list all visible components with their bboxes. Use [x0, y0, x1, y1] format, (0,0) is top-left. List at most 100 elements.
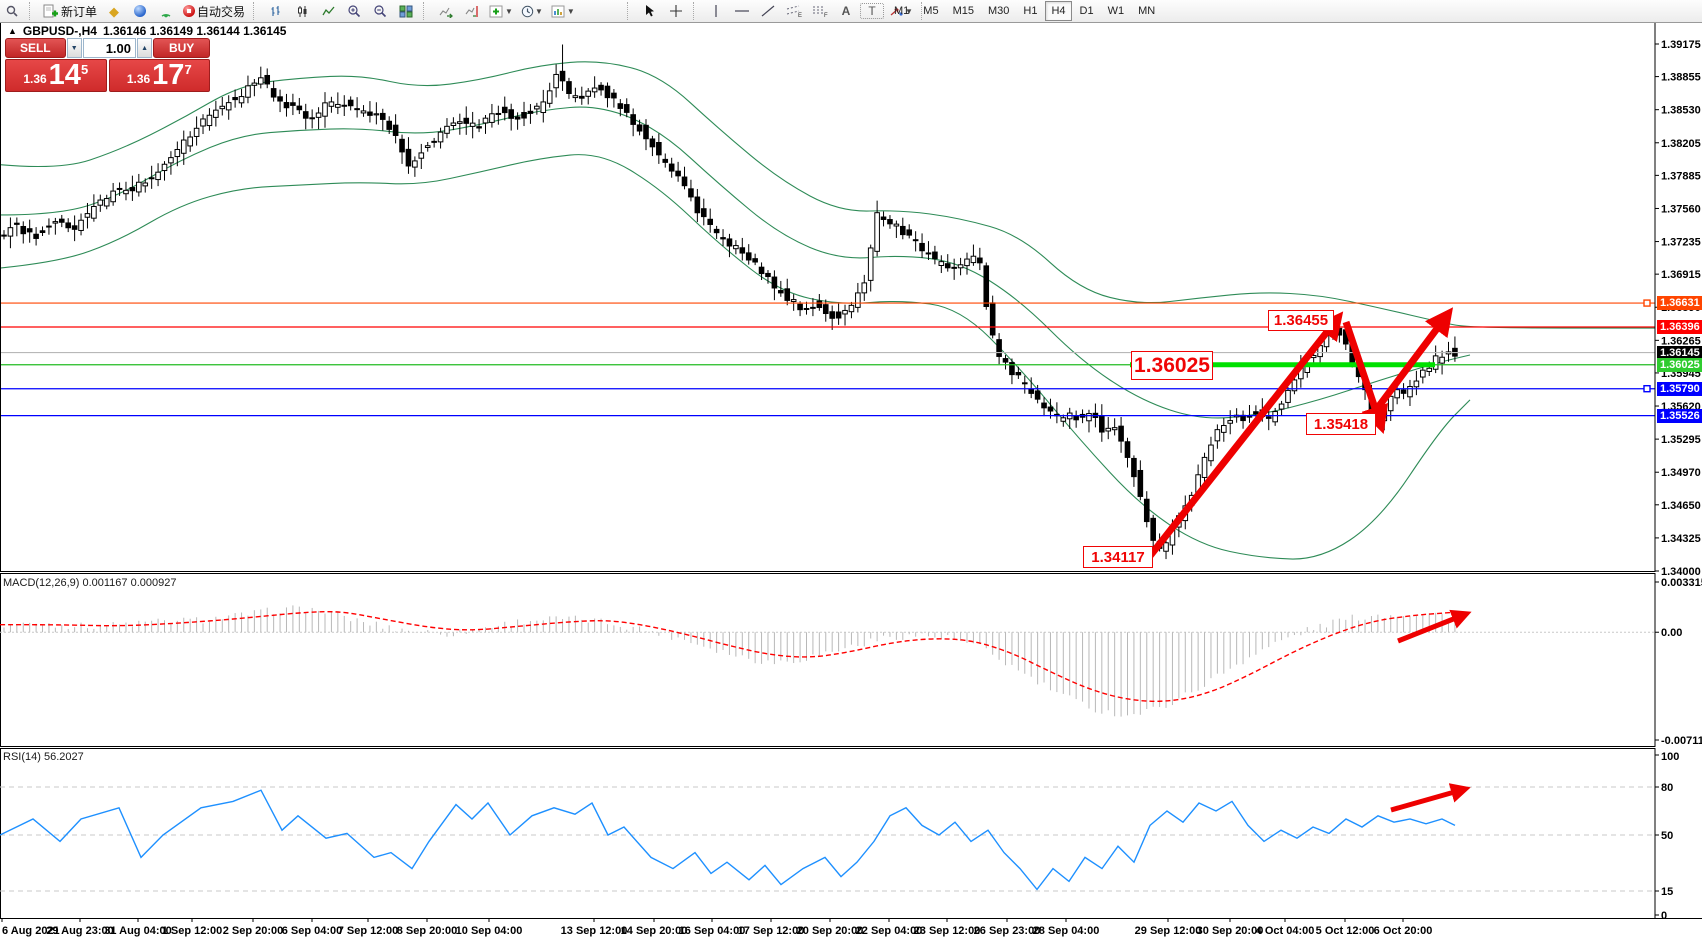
svg-text:20 Sep 20:00: 20 Sep 20:00 — [797, 925, 864, 937]
auto-trading-button[interactable]: 自动交易 — [180, 1, 248, 21]
new-order-button[interactable]: 新订单 — [40, 1, 100, 21]
axis-price-label-1.35526: 1.35526 — [1657, 408, 1702, 423]
new-order-icon — [43, 4, 58, 17]
svg-text:26 Sep 23:00: 26 Sep 23:00 — [974, 925, 1041, 937]
trend-arrow[interactable] — [1367, 307, 1454, 421]
axis-price-label-1.36025: 1.36025 — [1657, 357, 1702, 372]
periods-button[interactable]: ▼ — [518, 1, 546, 21]
sell-price-big: 14 — [48, 59, 81, 91]
rsi-panel: 100 80 50 15 0 — [0, 748, 1679, 922]
svg-text:29 Aug 23:00: 29 Aug 23:00 — [46, 925, 113, 937]
volume-increase-button[interactable]: ▲ — [137, 38, 153, 58]
main-chart-panel — [0, 22, 1656, 572]
svg-text:1.38855: 1.38855 — [1661, 72, 1701, 84]
timeframe-button-M30[interactable]: M30 — [987, 5, 1010, 17]
zoom-in-icon[interactable] — [342, 1, 366, 21]
svg-text:15: 15 — [1661, 886, 1673, 898]
tile-windows-icon[interactable] — [394, 1, 418, 21]
timeframe-button-W1[interactable]: W1 — [1107, 5, 1125, 17]
toolbar-separator — [29, 2, 35, 20]
timeframe-button-M5[interactable]: M5 — [923, 5, 939, 17]
chart-title: ▲ GBPUSD-,H4 1.36146 1.36149 1.36144 1.3… — [8, 24, 286, 38]
buy-price-prefix: 1.36 — [126, 72, 151, 86]
chart-shift-icon[interactable] — [460, 1, 484, 21]
candlestick-mode-icon[interactable] — [290, 1, 314, 21]
svg-text:80: 80 — [1661, 782, 1673, 794]
buy-price-panel[interactable]: 1.36 17 7 — [108, 59, 210, 92]
text-tool-icon[interactable]: A — [841, 4, 851, 18]
volume-input[interactable]: 1.00 — [82, 38, 136, 58]
search-icon[interactable] — [0, 1, 24, 21]
symbol-marker-icon: ▲ — [8, 26, 17, 36]
buy-button[interactable]: BUY — [153, 38, 210, 58]
svg-text:10 Sep 04:00: 10 Sep 04:00 — [456, 925, 523, 937]
svg-text:6 Oct 20:00: 6 Oct 20:00 — [1374, 925, 1433, 937]
svg-text:1.38530: 1.38530 — [1661, 105, 1701, 117]
timeframe-button-D1[interactable]: D1 — [1079, 5, 1094, 17]
svg-text:0.003315: 0.003315 — [1661, 577, 1702, 589]
sell-price-prefix: 1.36 — [23, 72, 47, 86]
price-annotation-1.35418[interactable]: 1.35418 — [1306, 413, 1376, 435]
timeframe-button-H1[interactable]: H1 — [1023, 5, 1038, 17]
price-annotation-1.36025[interactable]: 1.36025 — [1131, 351, 1213, 380]
svg-text:6 Sep 04:00: 6 Sep 04:00 — [282, 925, 343, 937]
trendline-tool-icon[interactable] — [756, 1, 780, 21]
svg-text:1.34970: 1.34970 — [1661, 467, 1701, 479]
text-label-tool-icon[interactable]: T — [860, 3, 884, 19]
signals-icon[interactable] — [154, 1, 178, 21]
price-annotation-1.36455[interactable]: 1.36455 — [1268, 310, 1334, 331]
timeframe-button-M1[interactable]: M1 — [894, 5, 910, 17]
sell-button[interactable]: SELL — [5, 38, 66, 58]
arrows-tool-icon[interactable]: ▼ — [886, 1, 916, 21]
auto-scroll-icon[interactable] — [434, 1, 458, 21]
crosshair-tool-icon[interactable] — [664, 1, 688, 21]
svg-text:17 Sep 12:00: 17 Sep 12:00 — [738, 925, 805, 937]
toolbar-separator — [423, 2, 429, 20]
svg-text:-0.007112: -0.007112 — [1661, 735, 1702, 747]
svg-text:1.34650: 1.34650 — [1661, 500, 1701, 512]
macd-trend-arrow[interactable] — [1397, 609, 1472, 644]
chart-symbol-period: GBPUSD-,H4 — [22, 24, 97, 38]
templates-button[interactable]: ▼ — [548, 1, 578, 21]
horizontal-line-tool-icon[interactable] — [730, 1, 754, 21]
svg-text:1.39175: 1.39175 — [1661, 39, 1701, 51]
svg-text:0.00: 0.00 — [1661, 627, 1682, 639]
sell-price-panel[interactable]: 1.36 14 5 — [5, 59, 107, 92]
svg-text:22 Sep 04:00: 22 Sep 04:00 — [856, 925, 923, 937]
vertical-line-tool-icon[interactable] — [704, 1, 728, 21]
svg-text:14 Sep 20:00: 14 Sep 20:00 — [621, 925, 688, 937]
timeframe-button-M15[interactable]: M15 — [952, 5, 974, 17]
svg-text:5 Oct 12:00: 5 Oct 12:00 — [1316, 925, 1375, 937]
svg-text:30 Sep 20:00: 30 Sep 20:00 — [1197, 925, 1264, 937]
fibonacci-tool-icon[interactable]: F — [808, 1, 832, 21]
horizontal-level-lines[interactable] — [0, 299, 1655, 417]
timeframe-button-MN[interactable]: MN — [1138, 5, 1156, 17]
auto-trading-status-icon — [183, 5, 196, 17]
svg-text:0: 0 — [1661, 910, 1667, 922]
bar-chart-mode-icon[interactable] — [264, 1, 288, 21]
bollinger-middle — [0, 106, 1471, 419]
timeframe-button-H4[interactable]: H4 — [1045, 1, 1072, 21]
equidistant-channel-tool-icon[interactable]: E — [782, 1, 806, 21]
svg-text:F: F — [824, 13, 828, 18]
svg-text:1 Sep 12:00: 1 Sep 12:00 — [162, 925, 223, 937]
trend-arrow[interactable] — [1147, 311, 1344, 559]
navigator-icon[interactable] — [128, 1, 152, 21]
svg-text:1.38205: 1.38205 — [1661, 138, 1701, 150]
indicators-add-button[interactable]: ▼ — [486, 1, 516, 21]
svg-text:13 Sep 12:00: 13 Sep 12:00 — [561, 925, 628, 937]
candles[interactable] — [1, 44, 1458, 560]
cursor-tool-icon[interactable] — [638, 1, 662, 21]
price-annotation-1.34117[interactable]: 1.34117 — [1083, 546, 1153, 568]
zoom-out-icon[interactable] — [368, 1, 392, 21]
volume-decrease-button[interactable]: ▼ — [66, 38, 82, 58]
line-chart-mode-icon[interactable] — [316, 1, 340, 21]
market-watch-icon[interactable]: ◆ — [109, 3, 120, 19]
svg-text:1.34000: 1.34000 — [1661, 566, 1701, 578]
bollinger-lower — [0, 154, 1471, 560]
rsi-trend-arrow[interactable] — [1390, 783, 1471, 813]
svg-text:E: E — [798, 13, 802, 18]
macd-label: MACD(12,26,9) 0.001167 0.000927 — [3, 577, 177, 589]
